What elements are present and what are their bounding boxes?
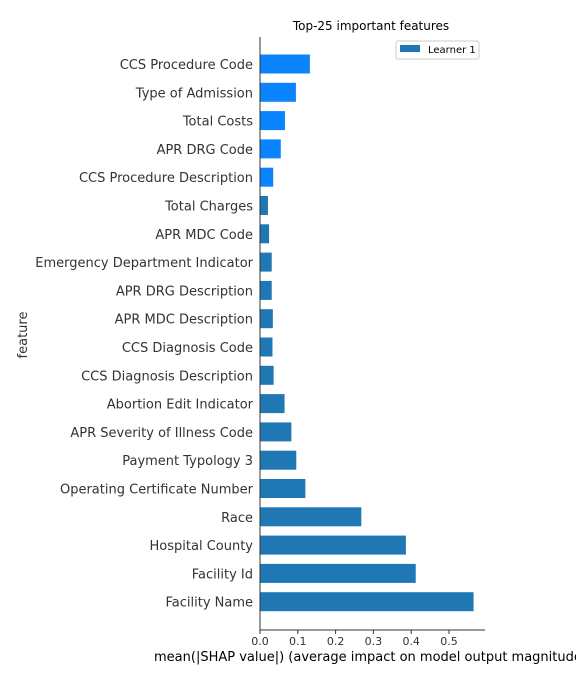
bar-operating-certificate-number xyxy=(260,479,306,498)
feature-label: CCS Procedure Code xyxy=(120,58,253,73)
x-ticks-group: 0.0 0.1 0.2 0.3 0.4 0.5 xyxy=(251,630,458,648)
bars-group xyxy=(260,54,474,612)
feature-label: Abortion Edit Indicator xyxy=(107,398,254,413)
bar-apr-mdc-code xyxy=(260,224,270,244)
bar-total-costs xyxy=(260,111,285,131)
feature-label: CCS Diagnosis Code xyxy=(122,341,253,356)
bar-facility-name xyxy=(260,592,474,612)
bar-apr-severity-of-illness-code xyxy=(260,422,292,442)
bar-ccs-diagnosis-code xyxy=(260,337,273,357)
legend: Learner 1 xyxy=(395,40,480,60)
feature-label: Operating Certificate Number xyxy=(60,483,254,498)
x-tick-label: 0.4 xyxy=(402,635,420,648)
bar-apr-mdc-description xyxy=(260,309,273,329)
x-tick-label: 0.3 xyxy=(365,635,383,648)
feature-label: APR MDC Code xyxy=(155,228,253,243)
feature-label: CCS Procedure Description xyxy=(79,171,253,186)
x-tick-label: 0.5 xyxy=(440,635,458,648)
x-axis-label: mean(|SHAP value|) (average impact on mo… xyxy=(154,650,576,665)
feature-label: Total Charges xyxy=(164,200,253,215)
feature-label: Total Costs xyxy=(182,115,253,130)
x-tick-label: 0.0 xyxy=(251,635,269,648)
x-tick-label: 0.1 xyxy=(289,635,307,648)
bar-total-charges xyxy=(260,196,268,215)
bar-apr-drg-code xyxy=(260,139,281,159)
feature-label: Facility Name xyxy=(165,596,253,611)
bar-ccs-procedure-code xyxy=(260,54,310,74)
x-tick-label: 0.2 xyxy=(327,635,345,648)
bar-facility-id xyxy=(260,563,416,583)
legend-label: Learner 1 xyxy=(428,45,476,56)
feature-label: Payment Typology 3 xyxy=(122,454,253,469)
bar-race xyxy=(260,507,362,527)
bar-hospital-county xyxy=(260,535,406,555)
feature-label: APR DRG Description xyxy=(116,284,253,299)
feature-label: APR MDC Description xyxy=(115,313,253,328)
feature-label: APR Severity of Illness Code xyxy=(70,426,253,441)
bar-apr-drg-description xyxy=(260,280,272,300)
y-axis-label: feature xyxy=(16,312,31,359)
feature-label: CCS Diagnosis Description xyxy=(81,369,253,384)
feature-label: APR DRG Code xyxy=(157,143,253,158)
feature-label: Type of Admission xyxy=(135,86,253,101)
feature-label: Race xyxy=(221,511,253,526)
bar-ccs-diagnosis-description xyxy=(260,365,274,385)
bar-type-of-admission xyxy=(260,82,296,102)
bar-abortion-edit-indicator xyxy=(260,394,285,414)
bar-ccs-procedure-description xyxy=(260,167,274,187)
bar-emergency-department-indicator xyxy=(260,252,272,272)
legend-swatch xyxy=(400,45,420,52)
feature-label: Emergency Department Indicator xyxy=(35,256,253,271)
feature-label: Hospital County xyxy=(150,539,254,554)
feature-label: Facility Id xyxy=(192,567,253,582)
bar-payment-typology-3 xyxy=(260,450,297,470)
feature-labels-group: CCS Procedure Code Type of Admission Total… xyxy=(35,58,253,611)
chart-title: Top-25 important features xyxy=(292,19,449,33)
